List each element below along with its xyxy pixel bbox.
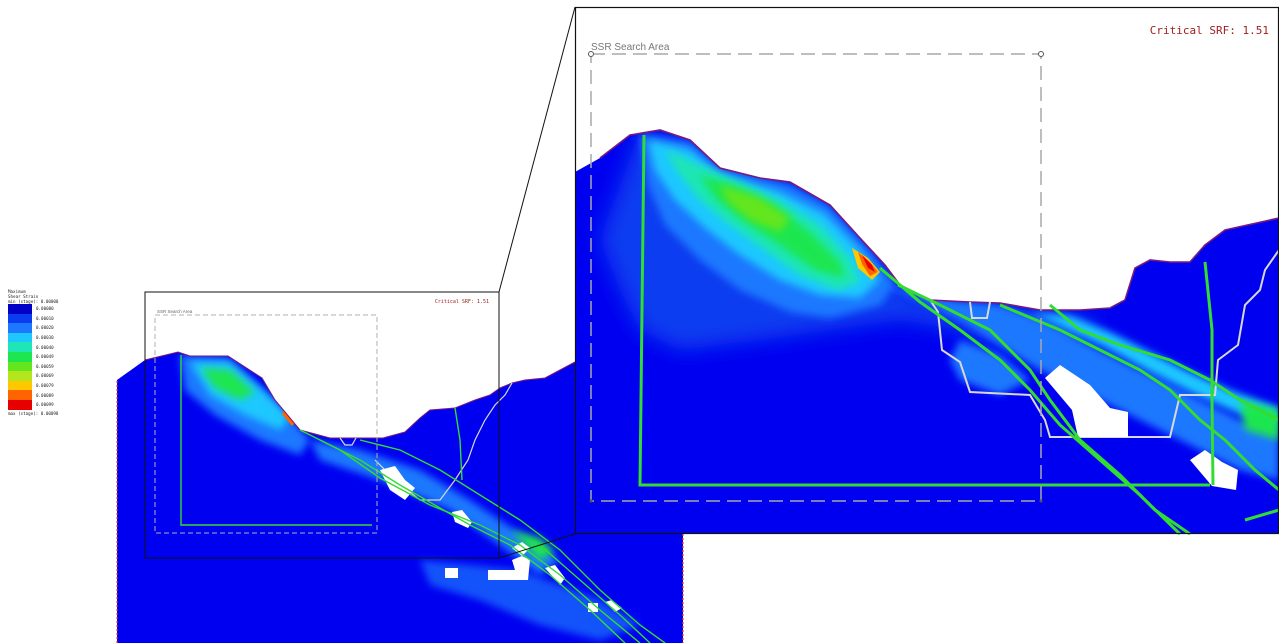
overview-detail-frame <box>144 291 500 559</box>
legend-value: 0.00000 <box>36 306 54 312</box>
overview-critical-srf: Critical SRF: 1.51 <box>435 299 489 305</box>
zoom-joint-lines <box>638 134 1279 536</box>
legend-row: 0.00040 <box>8 342 88 352</box>
overview-excavation-5 <box>512 542 530 556</box>
overview-excavation-3 <box>445 568 458 578</box>
legend-swatch <box>8 390 32 400</box>
legend-min-label: min (stage): 0.00000 <box>8 299 59 304</box>
zoom-strain-contours <box>600 130 1279 480</box>
zoom-ssr-search-area <box>590 53 1042 502</box>
legend-row: 0.00099 <box>8 399 88 410</box>
legend-swatch <box>8 323 32 333</box>
legend-row: 0.00089 <box>8 390 88 400</box>
legend-value: 0.00099 <box>36 402 54 408</box>
legend-swatch <box>8 313 32 324</box>
zoom-ssr-handle-br <box>1039 499 1043 503</box>
legend-swatch <box>8 332 32 343</box>
legend-value: 0.00010 <box>36 315 54 321</box>
legend-swatch <box>8 351 32 362</box>
legend-title-line2: Shear Strain <box>8 294 39 299</box>
legend-value: 0.00069 <box>36 373 54 379</box>
zoom-ssr-handle-tr <box>1038 51 1044 57</box>
overview-ground-surface <box>144 351 576 439</box>
zoom-ssr-label: SSR Search Area <box>591 42 670 53</box>
legend-swatch <box>8 399 32 410</box>
overview-excavation-6 <box>545 565 565 585</box>
legend-value: 0.00079 <box>36 383 54 389</box>
legend-row: 0.00010 <box>8 313 88 324</box>
zoom-connector-bottom <box>498 533 576 559</box>
zoom-critical-srf: Critical SRF: 1.51 <box>1150 24 1269 37</box>
legend-row: 0.00049 <box>8 351 88 362</box>
legend-swatch <box>8 371 32 381</box>
legend-value: 0.00040 <box>36 344 54 350</box>
legend-value: 0.00030 <box>36 335 54 341</box>
legend-value: 0.00089 <box>36 392 54 398</box>
legend-value: 0.00059 <box>36 363 54 369</box>
legend-row: 0.00030 <box>8 332 88 343</box>
zoom-connector-top <box>498 6 576 293</box>
overview-excavation-8 <box>605 600 622 612</box>
zoom-detail-panel: SSR Search Area Critical SRF: 1.51 <box>574 6 1279 536</box>
legend-color-scale: 0.00000 0.00010 0.00020 0.00030 0.00040 0.000… <box>8 304 88 410</box>
legend-row: 0.00059 <box>8 361 88 372</box>
legend-row: 0.00020 <box>8 323 88 333</box>
overview-ssr-search-area <box>154 314 378 534</box>
zoom-excavation-outline <box>929 249 1279 438</box>
overview-joint-lines <box>180 355 666 643</box>
zoom-excavation-large <box>1045 365 1128 437</box>
legend-max-label: max (stage): 0.00098 <box>8 410 59 416</box>
overview-excavation-4 <box>488 556 530 580</box>
legend-swatch <box>8 342 32 352</box>
zoom-ssr-handle-bl <box>589 499 593 503</box>
legend-value: 0.00020 <box>36 325 54 331</box>
overview-excavation-outline <box>339 382 513 501</box>
legend-row: 0.00000 <box>8 304 88 314</box>
legend-swatch <box>8 380 32 391</box>
overview-model: SSR Search Area Critical SRF: 1.51 <box>116 291 684 643</box>
zoom-ssr-handle-tl <box>588 51 594 57</box>
overview-ssr-label: SSR Search Area <box>157 309 193 314</box>
contour-legend: Maximum Shear Strain min (stage): 0.0000… <box>8 289 88 416</box>
legend-title-line1: Maximum <box>8 289 26 294</box>
legend-row: 0.00069 <box>8 371 88 381</box>
legend-row: 0.00079 <box>8 380 88 391</box>
overview-strain-contours <box>180 355 560 575</box>
legend-swatch <box>8 361 32 372</box>
legend-swatch <box>8 304 32 314</box>
legend-value: 0.00049 <box>36 354 54 360</box>
